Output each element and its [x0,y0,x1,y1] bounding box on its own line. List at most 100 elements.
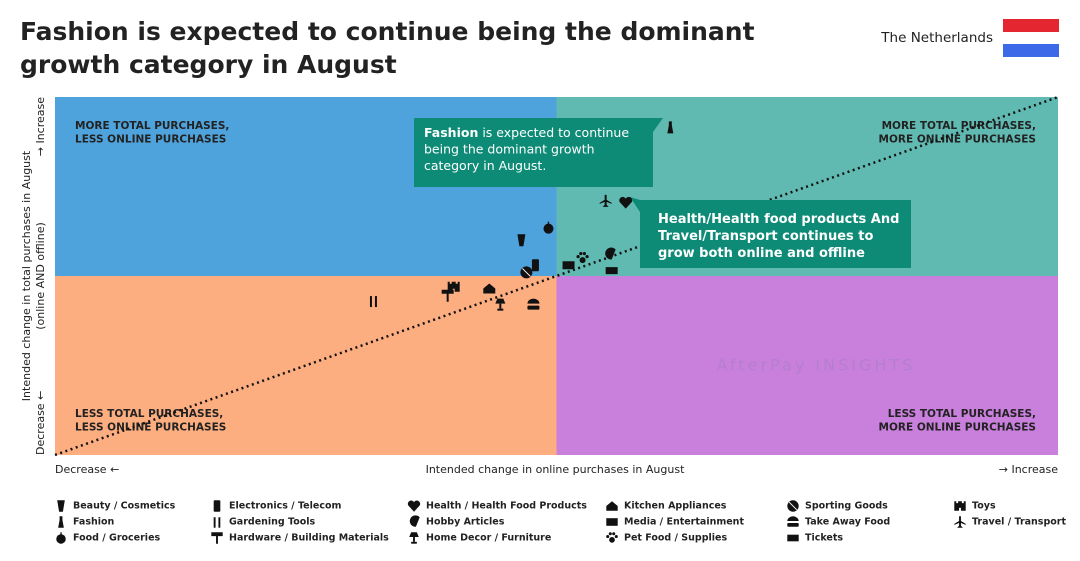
y-high-label: → Increase [34,97,47,156]
icon-shape [58,516,64,528]
icon-shape [787,534,799,542]
icon-shape [787,522,799,527]
scatter-point [369,296,377,308]
icon-shape [585,255,589,259]
icon-shape [667,121,674,134]
icon-shape [441,289,454,302]
scatter-point [562,261,575,270]
annotation: grow both online and offline [658,246,865,261]
scatter-point [599,194,612,207]
quadrant-label: MORE TOTAL PURCHASES, [882,120,1036,132]
quadrant-label: MORE ONLINE PURCHASES [879,422,1036,434]
icon-shape [218,517,221,528]
icon-shape [609,537,615,543]
y-axis-label: Intended change in total purchases in Au… [20,150,33,401]
scatter-point [619,196,633,209]
scatter-point [605,267,618,275]
legend-label: Media / Entertainment [624,517,744,528]
annotation: Travel/Transport continues to [658,229,873,244]
legend-icon [211,532,223,544]
legend-icon [56,532,66,544]
scatter-point [483,283,496,294]
icon-shape [517,234,526,247]
annotation: Fashion is expected to continue [424,125,629,140]
icon-shape [374,296,377,308]
icon-shape [605,247,616,260]
legend-icon [407,500,421,512]
icon-shape [954,516,966,528]
legend-label: Electronics / Telecom [229,501,341,512]
icon-shape [499,303,502,309]
legend-icon [787,534,799,542]
legend-label: Hardware / Building Materials [229,533,389,544]
annotation-text: being the dominant growth [424,141,595,156]
country: The Netherlands [880,30,993,46]
icon-shape [787,516,799,522]
legend-label: Kitchen Appliances [624,501,727,512]
icon-shape [582,252,586,256]
annotation-text: Fashion [424,125,478,140]
legend-icon [58,516,64,528]
legend-label: Fashion [73,517,115,528]
x-low-label: Decrease ← [55,463,119,476]
legend-label: Health / Health Food Products [426,501,587,512]
scatter-point [517,234,526,247]
annotation-text: Travel/Transport continues to [658,229,873,244]
legend-icon [787,500,799,512]
icon-shape [409,515,420,527]
quadrant [556,276,1058,455]
legend-icon [787,516,799,527]
legend-icon [954,501,966,511]
chart-title: growth category in August [20,50,397,79]
legend-label: Gardening Tools [229,517,316,528]
icon-shape [495,298,506,304]
scatter-point [520,266,533,279]
flag [1003,19,1059,57]
legend-label: Tickets [805,533,843,544]
annotation-text: category in August. [424,158,546,173]
annotation: being the dominant growth [424,141,595,156]
legend-icon [57,500,65,512]
annotation-text: is expected to continue [478,125,629,140]
icon-shape [213,500,221,512]
annotation-text: grow both online and offline [658,246,865,261]
icon-shape [527,305,540,310]
legend-label: Hobby Articles [426,517,505,528]
icon-shape [407,500,421,512]
icon-shape [483,283,496,294]
icon-shape [579,252,583,256]
icon-shape [211,532,223,544]
icon-shape [547,221,550,225]
icon-shape [369,296,372,308]
scatter-point [527,298,540,310]
legend-icon [606,518,618,526]
icon-shape [413,537,415,542]
icon-shape [606,518,618,526]
legend-label: Pet Food / Supplies [624,533,727,544]
legend-label: Beauty / Cosmetics [73,501,176,512]
scatter-point [576,252,589,264]
legend-label: Home Decor / Furniture [426,533,551,544]
scatter-point [543,221,554,234]
callout-box [414,118,663,187]
scatter-point [667,121,674,134]
icon-shape [576,255,580,259]
x-high-label: → Increase [999,463,1058,476]
icon-shape [599,194,612,207]
legend-label: Take Away Food [805,517,890,528]
icon-shape [213,517,216,528]
icon-shape [56,534,66,544]
callout-box [630,197,911,268]
y-low-label: Decrease ← [34,391,47,455]
icon-shape [527,298,540,304]
watermark: AfterPay INSIGHTS [717,356,916,375]
quadrant-label: LESS TOTAL PURCHASES, [888,408,1036,420]
icon-shape [579,257,586,264]
annotation: Health/Health food products And [658,212,899,227]
trend-line [54,95,1059,457]
legend-label: Food / Groceries [73,533,161,544]
annotation-text: Health/Health food products And [658,212,899,227]
icon-shape [531,259,539,272]
icon-shape [606,535,610,539]
